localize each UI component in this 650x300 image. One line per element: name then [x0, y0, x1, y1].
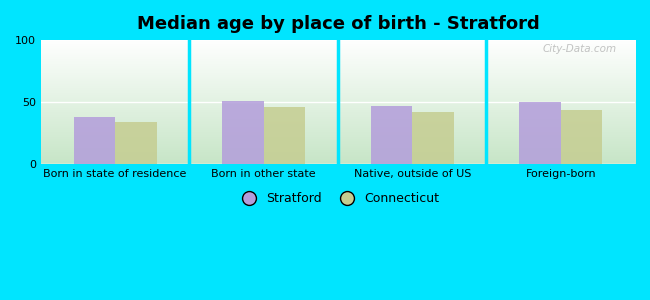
Text: City-Data.com: City-Data.com — [543, 44, 618, 54]
Bar — [370, 106, 412, 164]
Bar — [73, 117, 115, 164]
Bar — [115, 122, 157, 164]
Bar — [264, 107, 306, 164]
Bar — [519, 102, 561, 164]
Bar — [222, 101, 264, 164]
Bar — [412, 112, 454, 164]
Legend: Stratford, Connecticut: Stratford, Connecticut — [231, 187, 445, 210]
Title: Median age by place of birth - Stratford: Median age by place of birth - Stratford — [136, 15, 540, 33]
Bar — [561, 110, 603, 164]
